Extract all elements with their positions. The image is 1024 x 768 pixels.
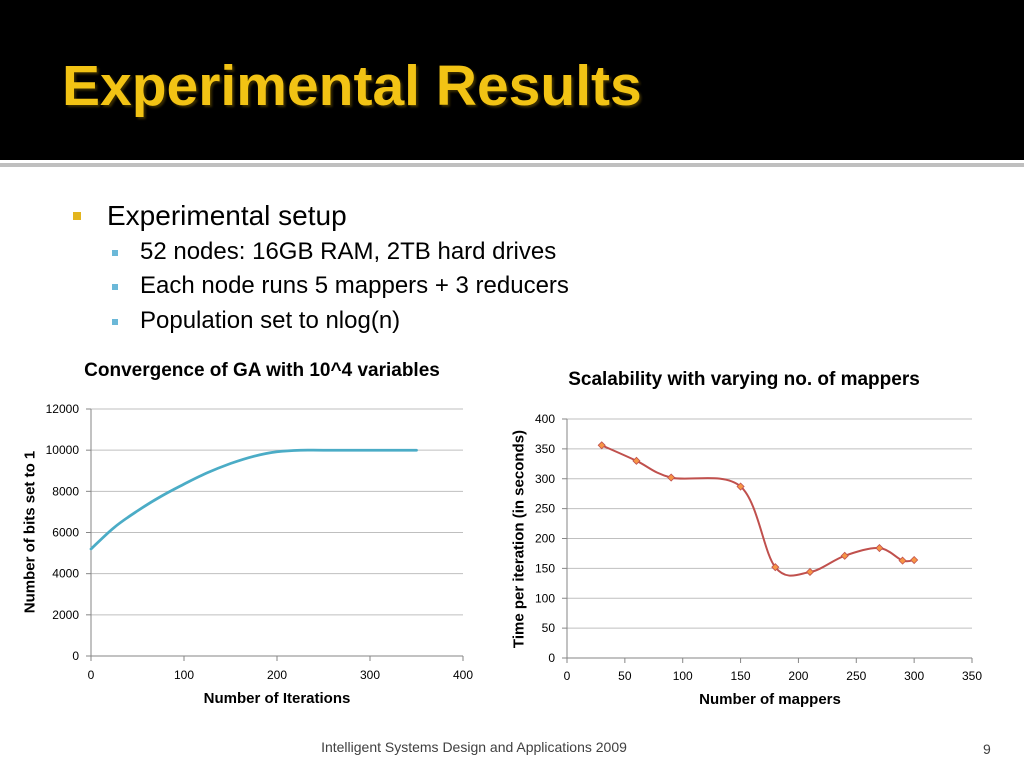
y-tick-label: 12000	[46, 402, 80, 416]
data-point-marker	[597, 441, 606, 450]
x-tick-label: 300	[360, 668, 380, 682]
y-tick-label: 8000	[52, 484, 79, 498]
chart-title: Scalability with varying no. of mappers	[568, 369, 920, 390]
y-tick-label: 4000	[52, 567, 79, 581]
y-tick-label: 250	[535, 502, 555, 516]
bullet-text: Experimental setup	[107, 200, 347, 231]
data-point-marker	[771, 563, 780, 572]
y-tick-label: 0	[548, 651, 555, 665]
scalability-chart: Scalability with varying no. of mappers …	[511, 369, 983, 708]
title-bar: Experimental Results	[0, 0, 1024, 160]
bullet-item-level1: Experimental setup	[0, 200, 1024, 232]
title-divider	[0, 163, 1024, 167]
slide-title: Experimental Results	[62, 54, 642, 118]
y-tick-label: 2000	[52, 608, 79, 622]
bullet-text: Each node runs 5 mappers + 3 reducers	[140, 272, 569, 299]
plot-series	[597, 441, 919, 577]
y-tick-labels: 0 50 100 150 200 250 300 350 400	[535, 412, 555, 665]
x-tick-label: 50	[618, 669, 632, 683]
y-tick-label: 100	[535, 591, 555, 605]
y-tick-label: 200	[535, 532, 555, 546]
y-tick-label: 350	[535, 442, 555, 456]
convergence-chart: Convergence of GA with 10^4 variables 0 2…	[22, 360, 474, 707]
square-bullet-icon	[73, 212, 81, 220]
x-tick-label: 0	[564, 669, 571, 683]
data-point-marker	[840, 551, 849, 560]
slide-footer: Intelligent Systems Design and Applicati…	[321, 739, 627, 755]
data-point-marker	[898, 556, 907, 565]
x-axis-title: Number of Iterations	[204, 690, 351, 707]
gridlines	[567, 418, 972, 629]
y-axis-title: Number of bits set to 1	[22, 451, 39, 614]
series-line	[89, 448, 418, 551]
page-number: 9	[983, 741, 991, 757]
square-bullet-icon	[112, 284, 118, 290]
x-tick-labels: 0 100 200 300 400	[88, 668, 474, 682]
axes	[562, 418, 973, 663]
data-point-marker	[632, 456, 641, 465]
x-tick-labels: 0 50 100 150 200 250 300 350	[564, 669, 983, 683]
y-tick-label: 400	[535, 412, 555, 426]
x-axis-title: Number of mappers	[699, 691, 841, 708]
y-tick-labels: 0 2000 4000 6000 8000 10000 12000	[46, 402, 80, 663]
y-tick-label: 0	[72, 649, 79, 663]
plot-series	[89, 448, 418, 551]
x-tick-label: 200	[788, 669, 808, 683]
y-tick-label: 50	[542, 621, 556, 635]
x-tick-label: 0	[88, 668, 95, 682]
square-bullet-icon	[112, 250, 118, 256]
x-tick-label: 350	[962, 669, 982, 683]
bullet-text: 52 nodes: 16GB RAM, 2TB hard drives	[140, 238, 557, 265]
square-bullet-icon	[112, 319, 118, 325]
gridlines	[91, 408, 463, 616]
data-point-marker	[736, 482, 745, 491]
axes	[86, 408, 464, 661]
x-tick-label: 100	[174, 668, 194, 682]
x-tick-label: 150	[731, 669, 751, 683]
bullet-text: Population set to nlog(n)	[140, 307, 401, 334]
y-tick-label: 150	[535, 561, 555, 575]
chart-title: Convergence of GA with 10^4 variables	[84, 360, 440, 381]
y-tick-label: 6000	[52, 526, 79, 540]
y-axis-title: Time per iteration (in seconds)	[511, 430, 528, 648]
data-point-marker	[910, 555, 919, 565]
y-tick-label: 10000	[46, 443, 80, 457]
data-point-marker	[667, 473, 676, 482]
x-tick-label: 250	[846, 669, 866, 683]
x-tick-label: 300	[904, 669, 924, 683]
x-tick-label: 100	[673, 669, 693, 683]
y-tick-label: 300	[535, 472, 555, 486]
x-tick-label: 200	[267, 668, 287, 682]
bullet-item-level2: 52 nodes: 16GB RAM, 2TB hard drives	[0, 237, 1024, 267]
data-point-marker	[875, 543, 884, 553]
bullet-item-level2: Each node runs 5 mappers + 3 reducers	[0, 271, 1024, 301]
series-line	[600, 444, 916, 577]
x-tick-label: 400	[453, 668, 473, 682]
bullet-item-level2: Population set to nlog(n)	[0, 306, 1024, 336]
data-point-marker	[805, 567, 815, 577]
